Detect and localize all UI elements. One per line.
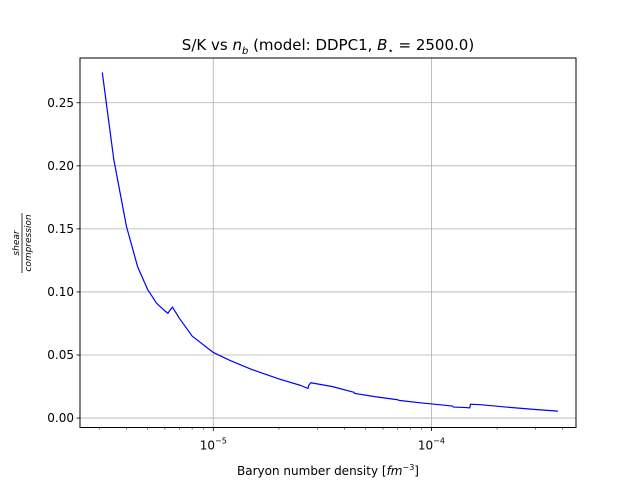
chart-title: S/K vs nb (model: DDPC1, B⋆ = 2500.0) — [182, 36, 474, 57]
y-tick-label: 0.20 — [47, 159, 74, 173]
x-tick-label: 10−5 — [200, 437, 227, 453]
x-axis: 10−5 10−4 — [98, 427, 564, 453]
y-axis-label-denominator: compression — [24, 214, 34, 272]
x-axis-label: Baryon number density [fm−3] — [237, 463, 419, 478]
y-tick-label: 0.10 — [47, 285, 74, 299]
series-line — [101, 72, 558, 412]
y-axis-label: shear compression — [12, 213, 34, 273]
y-axis: 0.00 0.05 0.10 0.15 0.20 0.25 — [47, 96, 80, 425]
plot-area — [101, 72, 558, 412]
y-tick-label: 0.15 — [47, 222, 74, 236]
x-tick-label: 10−4 — [418, 437, 445, 453]
y-tick-label: 0.25 — [47, 96, 74, 110]
y-axis-label-numerator: shear — [12, 229, 22, 255]
y-tick-label: 0.00 — [47, 411, 74, 425]
y-tick-label: 0.05 — [47, 348, 74, 362]
axes-frame — [79, 57, 577, 428]
grid — [80, 58, 576, 428]
